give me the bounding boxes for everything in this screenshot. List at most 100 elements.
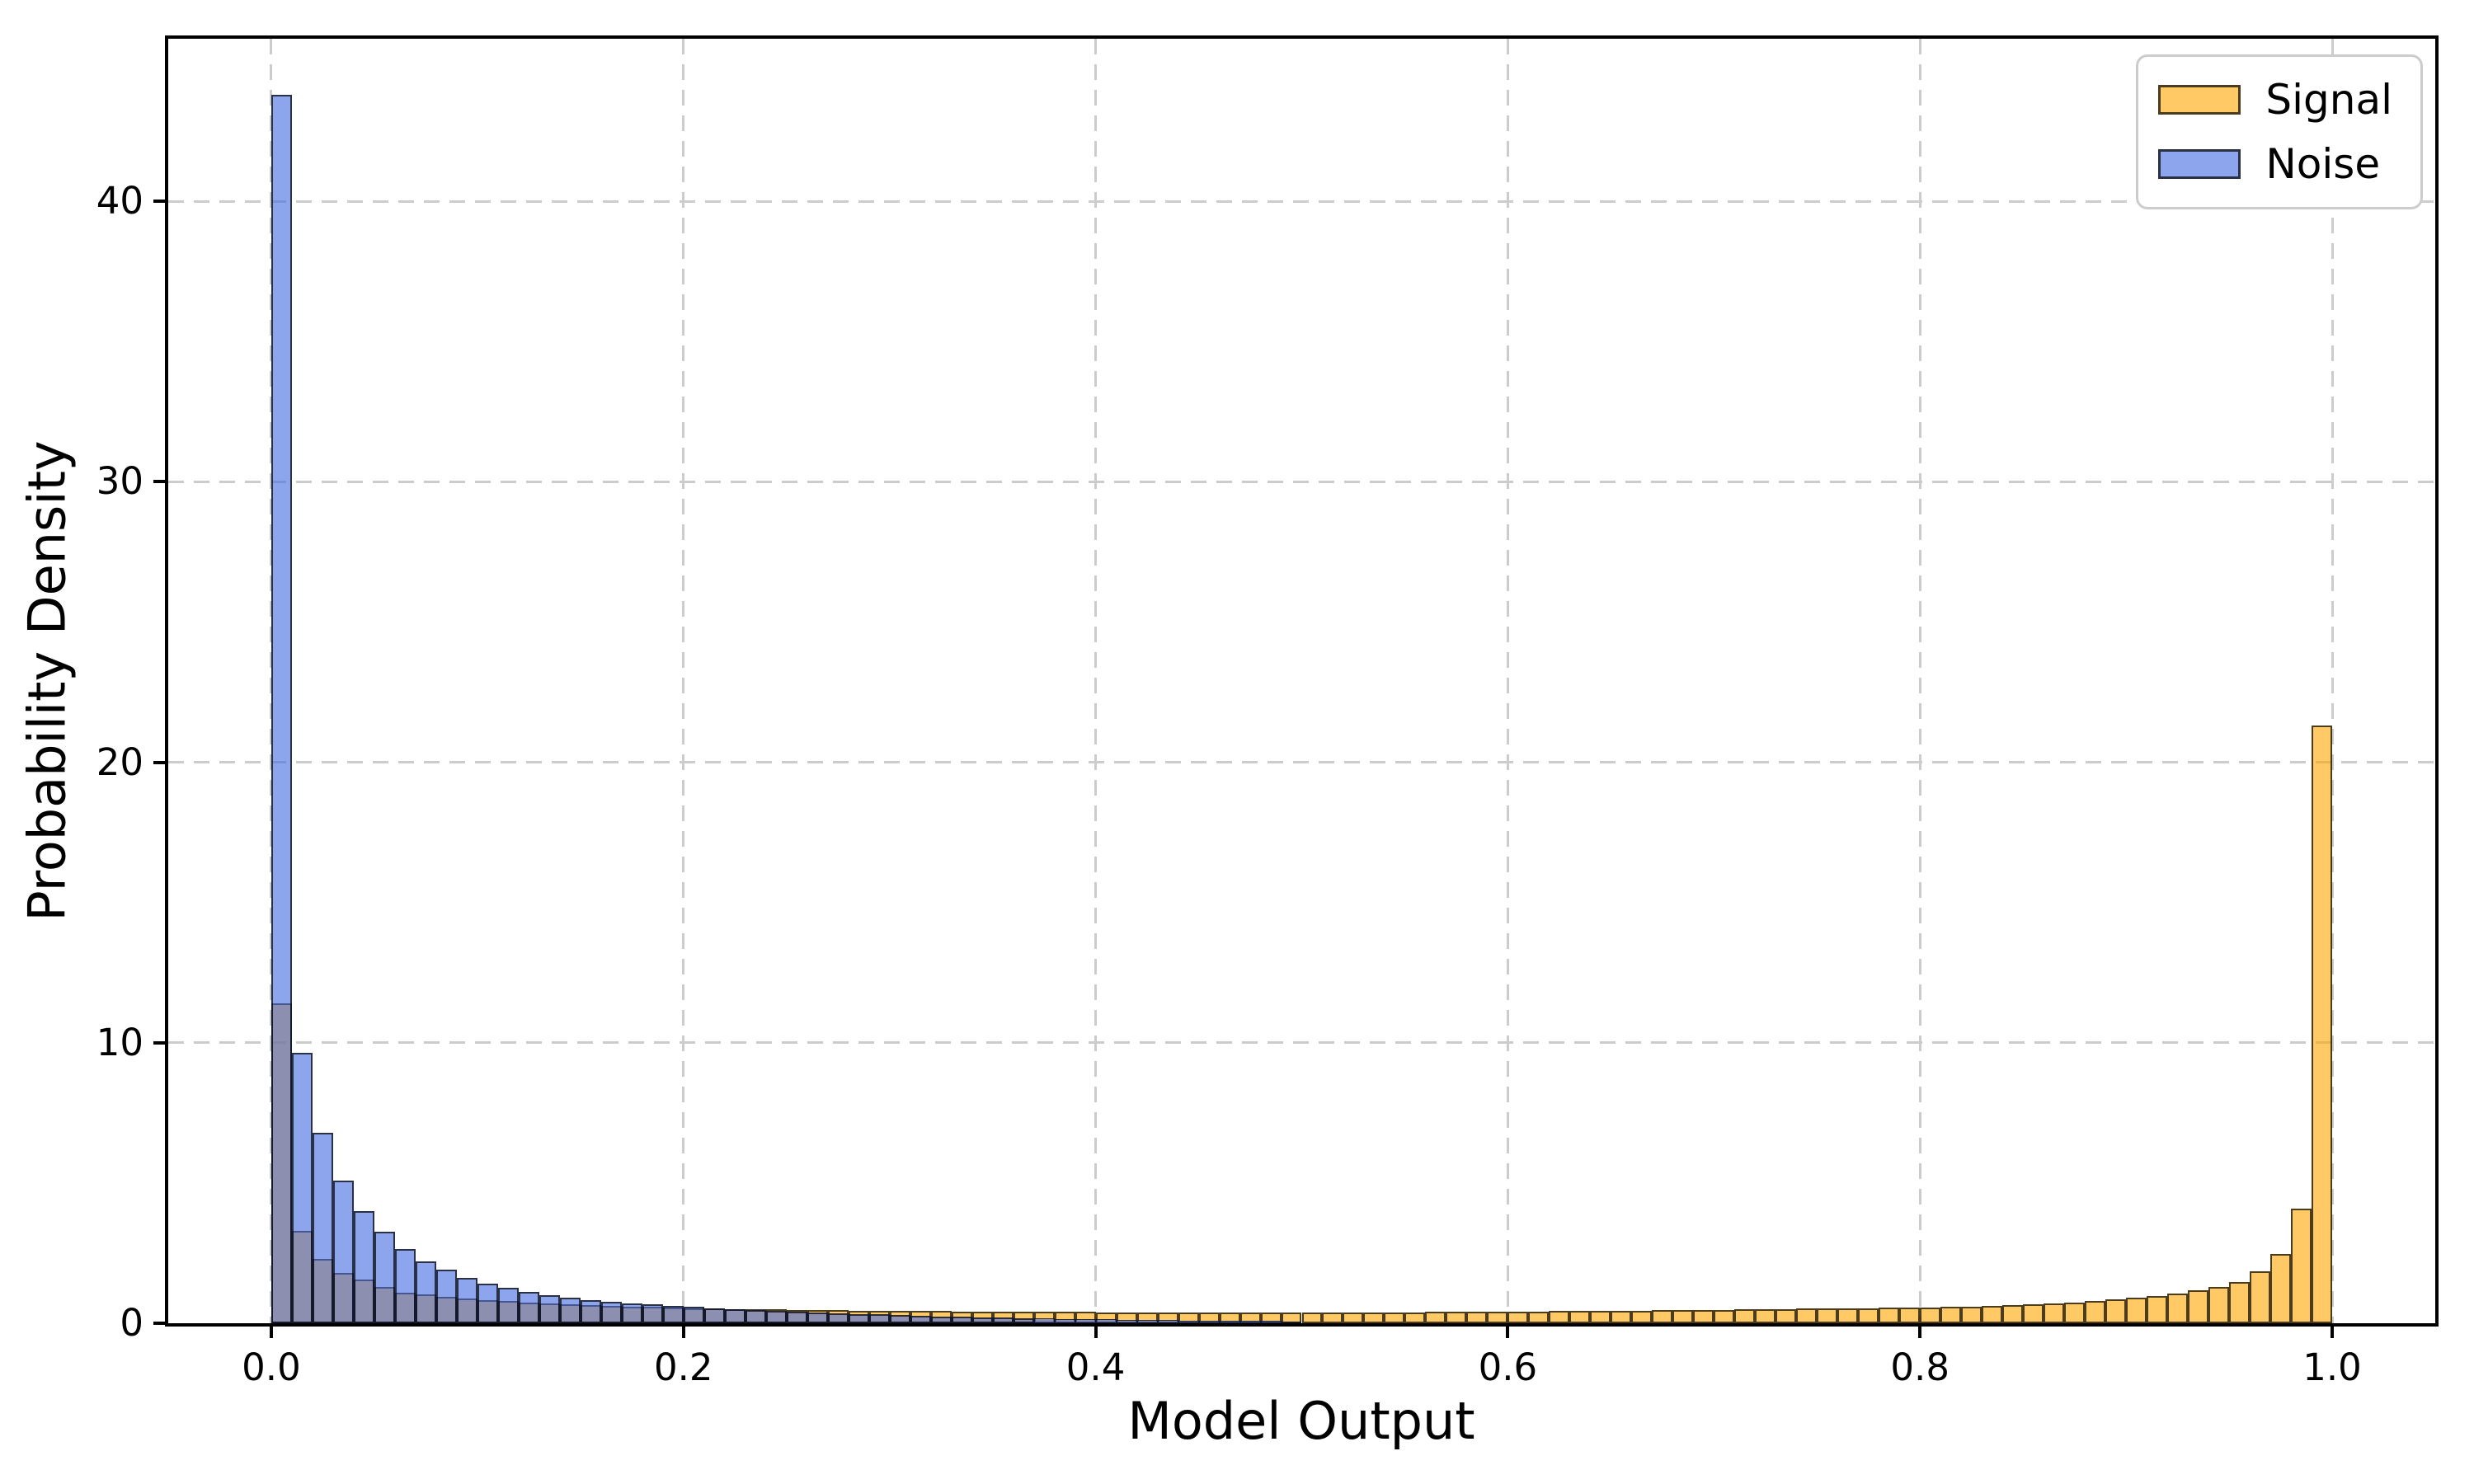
noise-bar	[477, 1284, 498, 1323]
noise-bar	[848, 1313, 869, 1323]
y-tick-label: 20	[96, 740, 143, 784]
signal-bar	[2147, 1296, 2168, 1323]
signal-bar	[1446, 1312, 1467, 1323]
signal-bar	[1425, 1312, 1446, 1323]
noise-bar	[1013, 1317, 1034, 1323]
signal-bar	[1549, 1311, 1570, 1323]
noise-bar	[580, 1299, 601, 1323]
signal-bar	[2044, 1303, 2065, 1323]
noise-bar	[642, 1304, 663, 1323]
y-tick-label: 40	[96, 179, 143, 223]
noise-bar	[889, 1315, 910, 1323]
signal-bar	[1466, 1312, 1488, 1323]
signal-bar	[1858, 1308, 1879, 1323]
legend-item-noise: Noise	[2158, 141, 2392, 187]
y-tick-label: 30	[96, 459, 143, 504]
signal-bar	[2291, 1208, 2312, 1323]
y-axis-label: Probability Density	[16, 440, 78, 922]
noise-bar	[353, 1210, 374, 1323]
y-tick-mark	[153, 200, 165, 204]
noise-bar	[703, 1308, 725, 1323]
x-axis-label: Model Output	[1127, 1391, 1475, 1451]
signal-bar	[1817, 1308, 1838, 1323]
noise-bar	[910, 1315, 931, 1323]
noise-bar	[291, 1052, 313, 1323]
signal-bar	[2064, 1302, 2086, 1323]
signal-bar	[1404, 1312, 1426, 1323]
gridline-horizontal	[168, 480, 2435, 483]
noise-bar	[539, 1294, 560, 1323]
noise-bar	[1095, 1319, 1117, 1323]
signal-bar	[1487, 1312, 1508, 1323]
signal-bar	[2250, 1271, 2271, 1323]
noise-bar	[497, 1288, 519, 1323]
x-tick-mark	[681, 1327, 685, 1338]
y-tick-mark	[153, 1322, 165, 1325]
noise-bar	[951, 1317, 972, 1323]
noise-bar	[332, 1180, 354, 1323]
noise-bar	[374, 1232, 395, 1323]
signal-bar	[1899, 1308, 1921, 1323]
signal-bar	[1590, 1311, 1611, 1323]
noise-bar	[683, 1307, 704, 1323]
signal-bar	[2229, 1282, 2251, 1323]
x-tick-mark	[269, 1327, 273, 1338]
noise-bar	[1054, 1318, 1075, 1323]
signal-bar	[1631, 1310, 1653, 1323]
noise-bar	[394, 1248, 416, 1323]
signal-bar	[2167, 1293, 2189, 1323]
noise-bar	[456, 1277, 477, 1323]
signal-bar	[2002, 1305, 2024, 1323]
gridline-vertical	[682, 39, 685, 1323]
x-tick-label: 0.0	[242, 1345, 301, 1389]
x-tick-label: 0.2	[653, 1345, 713, 1389]
signal-bar	[1528, 1311, 1550, 1323]
signal-bar	[2312, 726, 2333, 1323]
noise-bar	[1198, 1320, 1220, 1323]
signal-bar	[1322, 1313, 1343, 1323]
signal-bar	[1879, 1308, 1900, 1323]
x-tick-label: 0.4	[1065, 1345, 1126, 1389]
noise-bar	[1219, 1320, 1240, 1323]
noise-bar	[518, 1292, 539, 1323]
signal-bar	[1796, 1308, 1818, 1323]
y-tick-mark	[153, 760, 165, 764]
noise-bar	[807, 1313, 828, 1323]
gridline-horizontal	[168, 1041, 2435, 1045]
signal-bar	[1569, 1311, 1591, 1323]
signal-bar	[1734, 1309, 1756, 1323]
noise-bar	[600, 1301, 622, 1323]
x-tick-mark	[1094, 1327, 1098, 1338]
noise-bar	[312, 1132, 333, 1323]
signal-bar	[1672, 1310, 1694, 1323]
noise-bar	[1239, 1321, 1261, 1323]
noise-bar	[786, 1312, 807, 1323]
noise-bar	[621, 1303, 642, 1323]
signal-bar	[1652, 1310, 1673, 1323]
signal-bar	[2208, 1286, 2230, 1323]
noise-bar	[1260, 1321, 1282, 1323]
signal-bar	[2270, 1254, 2292, 1323]
plot-area	[168, 39, 2435, 1323]
noise-bar	[1178, 1320, 1199, 1323]
gridline-horizontal	[168, 200, 2435, 203]
signal-bar	[1363, 1312, 1385, 1323]
noise-bar	[827, 1313, 849, 1323]
x-tick-label: 1.0	[2302, 1345, 2362, 1389]
noise-bar	[971, 1317, 993, 1323]
noise-bar	[868, 1314, 890, 1323]
signal-bar	[1693, 1310, 1714, 1323]
signal-bar	[1940, 1307, 1962, 1323]
plot-frame	[165, 35, 2439, 1327]
x-tick-mark	[1506, 1327, 1510, 1338]
noise-bar	[1281, 1321, 1302, 1323]
noise-bar	[1136, 1319, 1158, 1323]
y-tick-label: 10	[96, 1020, 143, 1064]
noise-bar	[662, 1305, 684, 1323]
signal-bar	[1920, 1307, 1941, 1323]
signal-bar	[2085, 1301, 2106, 1323]
signal-bar	[1384, 1312, 1405, 1323]
y-tick-mark	[153, 1040, 165, 1045]
x-tick-mark	[2331, 1327, 2335, 1338]
gridline-vertical	[2331, 39, 2334, 1323]
